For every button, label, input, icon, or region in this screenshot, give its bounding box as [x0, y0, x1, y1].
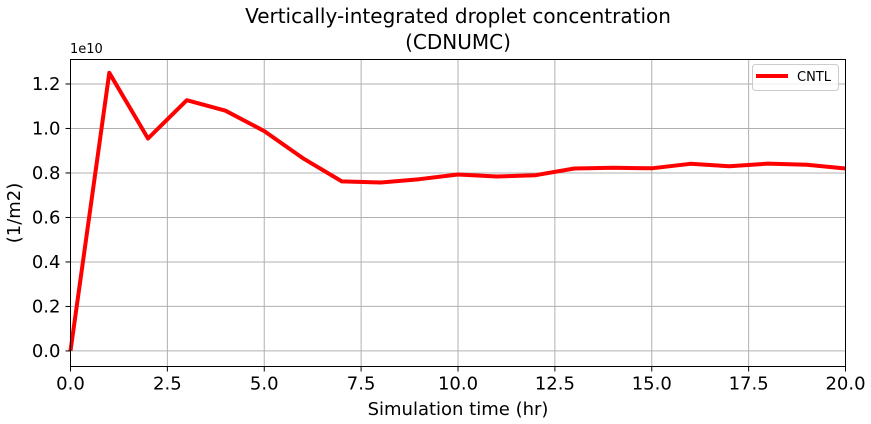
- x-tick-label: 10.0: [438, 374, 478, 395]
- x-axis: 0.0 2.5 5.0 7.5 10.0 12.5 15.0 17.5 20.0: [56, 366, 866, 395]
- x-tick-label: 2.5: [153, 374, 182, 395]
- y-tick-label: 1.2: [32, 74, 61, 95]
- y-tick-label: 0.0: [32, 341, 61, 362]
- x-tick-label: 12.5: [535, 374, 575, 395]
- chart-title: Vertically-integrated droplet concentrat…: [245, 4, 671, 28]
- x-axis-label: Simulation time (hr): [368, 399, 549, 420]
- chart-subtitle: (CDNUMC): [405, 30, 511, 54]
- series-line-cntl: [68, 70, 846, 352]
- y-axis: 0.0 0.2 0.4 0.6 0.8 1.0 1.2: [32, 74, 71, 362]
- series-layer: [68, 70, 846, 352]
- legend-box: [752, 64, 839, 91]
- y-tick-label: 0.4: [32, 252, 61, 273]
- x-tick-label: 20.0: [825, 374, 865, 395]
- x-tick-label: 17.5: [729, 374, 769, 395]
- x-tick-label: 0.0: [56, 374, 85, 395]
- y-tick-label: 0.6: [32, 207, 61, 228]
- grid: [70, 59, 846, 367]
- y-offset-label: 1e10: [70, 42, 103, 57]
- y-tick-label: 1.0: [32, 118, 61, 139]
- y-tick-label: 0.8: [32, 163, 61, 184]
- x-tick-label: 15.0: [632, 374, 672, 395]
- legend: CNTL: [752, 64, 839, 91]
- x-tick-label: 7.5: [347, 374, 376, 395]
- x-tick-label: 5.0: [250, 374, 279, 395]
- legend-label-cntl: CNTL: [797, 70, 832, 85]
- y-tick-label: 0.2: [32, 296, 61, 317]
- y-axis-label: (1/m2): [4, 183, 25, 244]
